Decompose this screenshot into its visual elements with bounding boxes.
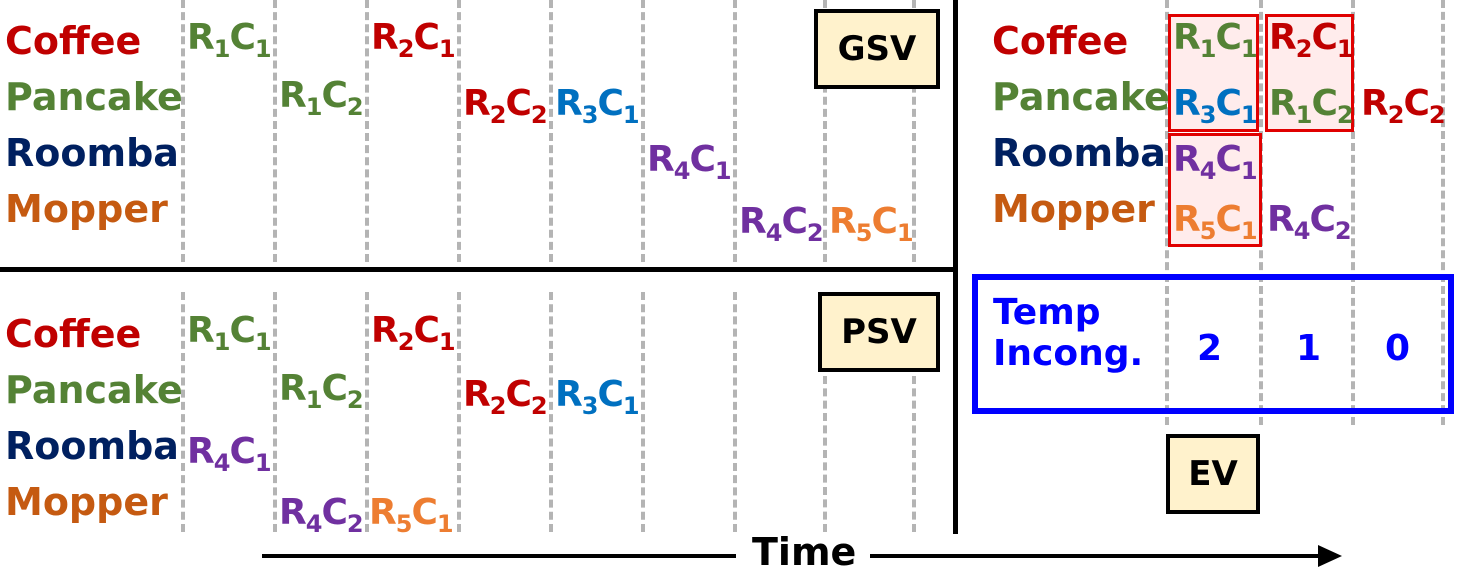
time-gridline: [457, 0, 461, 262]
ev-highlight-box: [1168, 14, 1259, 132]
row-label-coffee: Coffee: [992, 19, 1129, 63]
temp-incong-value: 1: [1296, 328, 1322, 369]
ev-pancake-r3c1: R3C1: [1173, 83, 1258, 129]
time-gridline: [273, 292, 277, 532]
gsv-mopper-r5c1: R5C1: [829, 201, 914, 247]
ev-tag: EV: [1166, 434, 1260, 514]
time-gridline: [641, 292, 645, 532]
psv-roomba-r4c1: R4C1: [187, 431, 272, 477]
gsv-pancake-r1c2: R1C2: [279, 75, 364, 121]
gsv-pancake-r3c1: R3C1: [555, 83, 640, 129]
psv-coffee-r2c1: R2C1: [371, 310, 456, 356]
row-label-mopper: Mopper: [5, 480, 168, 524]
ev-pancake-r2c2: R2C2: [1361, 83, 1446, 129]
psv-pancake-r1c2: R1C2: [279, 368, 364, 414]
time-gridline: [549, 292, 553, 532]
temp-incong-label-line1: Temp: [993, 292, 1101, 333]
row-label-coffee: Coffee: [5, 19, 142, 63]
row-label-pancake: Pancake: [5, 75, 183, 119]
ev-mopper-r5c1: R5C1: [1173, 199, 1258, 245]
time-gridline: [273, 0, 277, 262]
row-label-coffee: Coffee: [5, 312, 142, 356]
time-gridline: [912, 376, 916, 532]
time-gridline: [181, 292, 185, 532]
ev-coffee-r2c1: R2C1: [1269, 17, 1354, 63]
gsv-coffee-r1c1: R1C1: [187, 17, 272, 63]
ev-roomba-r4c1: R4C1: [1173, 139, 1258, 185]
psv-coffee-r1c1: R1C1: [187, 310, 272, 356]
row-label-mopper: Mopper: [992, 187, 1155, 231]
row-label-mopper: Mopper: [5, 187, 168, 231]
gsv-coffee-r2c1: R2C1: [371, 17, 456, 63]
ev-highlight-box: [1168, 133, 1262, 247]
time-gridline: [641, 0, 645, 262]
panel-divider-horizontal: [0, 267, 955, 272]
time-gridline: [1351, 0, 1355, 425]
temp-incong-value: 0: [1385, 328, 1411, 369]
row-label-pancake: Pancake: [5, 368, 183, 412]
gsv-mopper-r4c2: R4C2: [739, 201, 824, 247]
row-label-roomba: Roomba: [992, 131, 1166, 175]
time-gridline: [912, 0, 916, 262]
psv-pancake-r2c2: R2C2: [463, 374, 548, 420]
ev-coffee-r1c1: R1C1: [1173, 17, 1258, 63]
time-gridline: [733, 292, 737, 532]
time-gridline: [365, 0, 369, 262]
temp-incong-value: 2: [1197, 328, 1223, 369]
time-arrow-left-segment: [262, 554, 736, 558]
temp-incong-label: Temp Incong.: [993, 292, 1143, 375]
time-gridline: [733, 0, 737, 262]
gsv-roomba-r4c1: R4C1: [647, 139, 732, 185]
time-gridline: [457, 292, 461, 532]
arrow-right-icon: [1318, 545, 1342, 567]
row-label-roomba: Roomba: [5, 424, 179, 468]
time-label: Time: [752, 530, 857, 574]
time-gridline: [1441, 0, 1445, 425]
psv-pancake-r3c1: R3C1: [555, 374, 640, 420]
temp-incong-box: [972, 274, 1454, 414]
row-label-roomba: Roomba: [5, 131, 179, 175]
time-gridline: [549, 0, 553, 262]
psv-tag: PSV: [818, 292, 940, 372]
time-gridline: [823, 0, 827, 262]
time-gridline: [365, 292, 369, 532]
ev-pancake-r1c2: R1C2: [1269, 83, 1354, 129]
temp-incong-label-line2: Incong.: [993, 333, 1144, 375]
psv-mopper-r5c1: R5C1: [369, 492, 454, 538]
row-label-pancake: Pancake: [992, 75, 1170, 119]
psv-mopper-r4c2: R4C2: [279, 492, 364, 538]
gsv-tag: GSV: [814, 9, 940, 89]
ev-highlight-box: [1265, 14, 1354, 132]
time-gridline: [1165, 0, 1169, 425]
time-gridline: [181, 0, 185, 262]
ev-mopper-r4c2: R4C2: [1267, 199, 1352, 245]
time-arrow-right-segment: [870, 554, 1322, 558]
time-gridline: [823, 376, 827, 532]
gsv-pancake-r2c2: R2C2: [463, 83, 548, 129]
panel-divider-vertical: [953, 0, 958, 534]
